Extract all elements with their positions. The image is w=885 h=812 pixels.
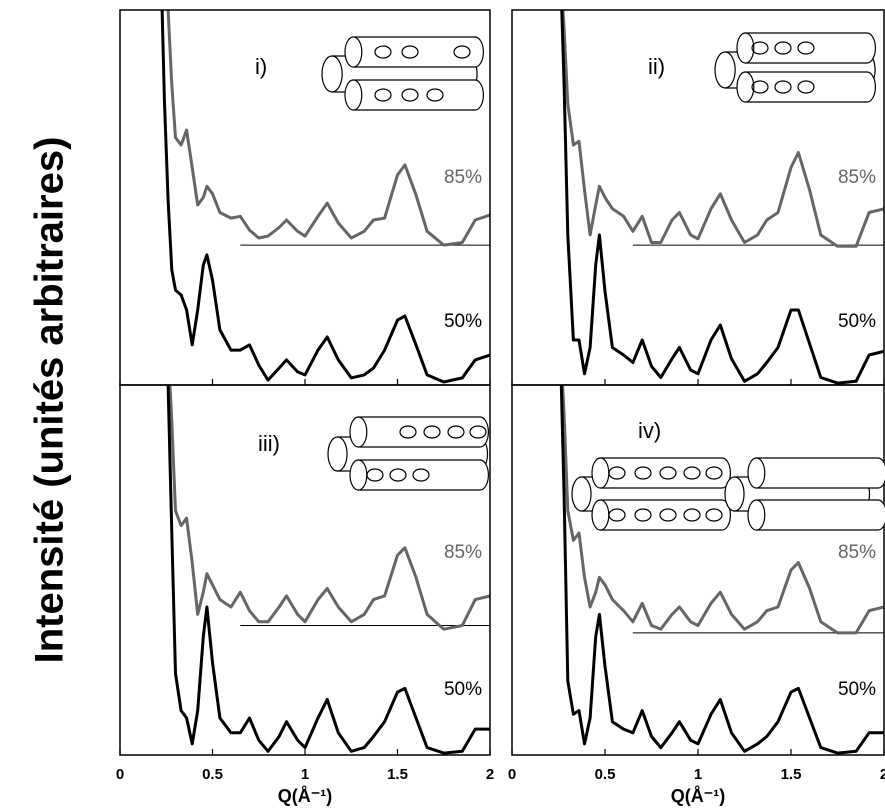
cylinder-end bbox=[591, 457, 610, 489]
cylinder-end bbox=[724, 476, 745, 512]
y-axis-label: Intensité (unités arbitraires) bbox=[28, 137, 72, 664]
pore bbox=[389, 468, 407, 482]
panel-label: iii) bbox=[258, 431, 280, 456]
pore bbox=[401, 88, 419, 102]
line-series bbox=[559, 385, 884, 755]
pore bbox=[797, 80, 815, 94]
cylinder-end bbox=[736, 71, 755, 103]
series-label: 50% bbox=[838, 311, 876, 332]
line-series bbox=[166, 10, 490, 247]
cylinder-end bbox=[591, 499, 610, 531]
pore bbox=[659, 508, 677, 522]
series-label: 50% bbox=[838, 679, 876, 700]
panel-label: iv) bbox=[638, 418, 661, 443]
x-tick-label: 0 bbox=[508, 766, 516, 783]
cylinder-end bbox=[349, 459, 368, 491]
x-axis-label: Q(Å⁻¹) bbox=[671, 786, 725, 806]
pore bbox=[412, 468, 430, 482]
cylinder-end bbox=[344, 79, 363, 111]
series-label: 85% bbox=[444, 167, 482, 188]
pore bbox=[469, 425, 487, 439]
pore bbox=[426, 88, 444, 102]
panel-label: ii) bbox=[648, 54, 665, 79]
pore bbox=[608, 466, 626, 480]
cylinder-body bbox=[755, 499, 885, 531]
cylinder-body bbox=[755, 457, 885, 489]
pore bbox=[634, 466, 652, 480]
pore bbox=[608, 508, 626, 522]
pore bbox=[634, 508, 652, 522]
pore bbox=[447, 425, 465, 439]
pore bbox=[374, 88, 392, 102]
cylinder-end bbox=[747, 457, 766, 489]
inset-diagram bbox=[571, 457, 885, 531]
line-series bbox=[560, 10, 884, 385]
cylinder-body bbox=[744, 32, 876, 64]
x-tick-label: 1.5 bbox=[781, 766, 802, 783]
cylinder-body bbox=[599, 499, 731, 531]
cylinder-end bbox=[714, 51, 736, 89]
pore bbox=[453, 45, 471, 59]
inset-diagram bbox=[327, 416, 489, 491]
cylinder-end bbox=[344, 36, 363, 68]
cylinder-end bbox=[327, 436, 348, 472]
line-series bbox=[168, 385, 490, 631]
x-tick-label: 2 bbox=[880, 766, 885, 783]
pore bbox=[423, 425, 441, 439]
cylinder-body bbox=[599, 457, 731, 489]
pore bbox=[683, 508, 701, 522]
series-label: 85% bbox=[838, 542, 876, 563]
line-series bbox=[561, 385, 884, 635]
inset-diagram bbox=[321, 36, 484, 111]
x-tick-label: 1 bbox=[694, 766, 702, 783]
series-label: 50% bbox=[444, 311, 482, 332]
x-tick-label: 0.5 bbox=[202, 766, 223, 783]
series-label: 85% bbox=[838, 167, 876, 188]
pore bbox=[774, 80, 792, 94]
cylinder-body bbox=[357, 459, 489, 491]
panel-label: i) bbox=[255, 54, 267, 79]
x-tick-label: 1.5 bbox=[387, 766, 408, 783]
pore bbox=[659, 466, 677, 480]
cylinder-body bbox=[744, 71, 876, 103]
cylinder-end bbox=[349, 416, 368, 448]
x-tick-label: 2 bbox=[486, 766, 494, 783]
series-label: 50% bbox=[444, 679, 482, 700]
line-series bbox=[561, 10, 884, 248]
plot-area bbox=[559, 385, 884, 755]
pore bbox=[683, 466, 701, 480]
line-series bbox=[166, 385, 490, 755]
x-tick-label: 1 bbox=[301, 766, 309, 783]
cylinder-end bbox=[747, 499, 766, 531]
cylinder-end bbox=[321, 55, 343, 93]
plot-area bbox=[166, 385, 490, 755]
x-tick-label: 0 bbox=[116, 766, 124, 783]
cylinder-body bbox=[357, 416, 489, 448]
cylinder-end bbox=[736, 32, 755, 64]
pore bbox=[399, 425, 417, 439]
pore bbox=[705, 508, 723, 522]
pore bbox=[774, 41, 792, 55]
pore bbox=[751, 41, 769, 55]
line-series bbox=[160, 10, 490, 384]
x-axis-label: Q(Å⁻¹) bbox=[278, 786, 332, 806]
pore bbox=[705, 466, 723, 480]
inset-diagram bbox=[714, 32, 876, 103]
pore bbox=[797, 41, 815, 55]
pore bbox=[374, 45, 392, 59]
plot-area bbox=[160, 10, 490, 384]
cylinder-end bbox=[571, 476, 592, 512]
x-tick-label: 0.5 bbox=[595, 766, 616, 783]
pore bbox=[751, 80, 769, 94]
panel-frame bbox=[511, 384, 885, 756]
pore bbox=[366, 468, 384, 482]
pore bbox=[401, 45, 419, 59]
plot-area bbox=[560, 10, 884, 385]
series-label: 85% bbox=[444, 542, 482, 563]
